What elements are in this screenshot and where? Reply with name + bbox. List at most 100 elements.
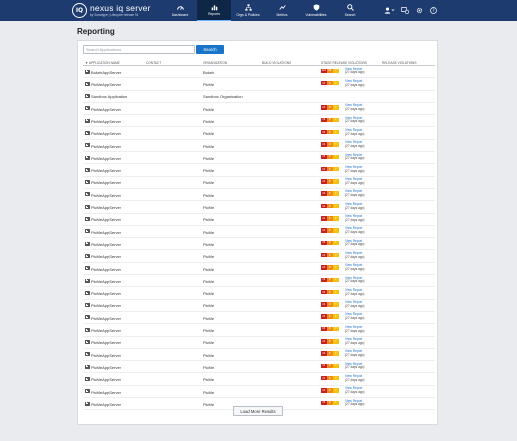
view-report-link[interactable]: View Report — [345, 312, 363, 317]
table-row[interactable]: PicMeAppServer PicMe 13 8 7 View Report (27 da… — [83, 115, 435, 128]
application-name[interactable]: PicMeAppServer — [91, 180, 122, 186]
application-name[interactable]: PicMeAppServer — [91, 192, 122, 198]
view-report-link[interactable]: View Report — [345, 373, 363, 378]
nav-search[interactable]: Search — [333, 0, 367, 21]
view-report-link[interactable]: View Report — [345, 386, 363, 391]
table-row[interactable]: PicMeAppServer PicMe 13 8 7 View Report (27 da… — [83, 164, 435, 177]
table-row[interactable]: PicMeAppServer PicMe 13 8 7 View Report (27 da… — [83, 263, 435, 276]
view-report-link[interactable]: View Report — [345, 361, 363, 366]
table-row[interactable]: PicMeAppServer PicMe 13 8 7 View Report (27 da… — [83, 275, 435, 288]
view-report-link[interactable]: View Report — [345, 164, 363, 169]
table-row[interactable]: PicMeAppServer PicMe 13 8 7 View Report (27 da… — [83, 337, 435, 349]
search-button[interactable]: Search — [196, 45, 224, 54]
application-name[interactable]: PicMeAppServer — [91, 229, 122, 235]
view-report-link[interactable]: View Report — [345, 66, 363, 71]
application-name[interactable]: PicMeAppServer — [91, 328, 122, 334]
table-row[interactable]: PicMeAppServer PicMe 13 8 7 View Report (27 da… — [83, 349, 435, 362]
nexus-logo[interactable]: IQ nexus iq server by Sonatype | Lifecyc… — [72, 2, 162, 19]
application-name[interactable]: PicMeAppServer — [91, 131, 122, 137]
application-name[interactable]: PicMeAppServer — [91, 241, 122, 247]
column-release-violations[interactable]: Release Violations — [382, 60, 417, 65]
application-name[interactable]: PicMeAppServer — [91, 315, 122, 321]
table-row[interactable]: PicMeAppServer PicMe 13 8 7 View Report (27 da… — [83, 189, 435, 202]
table-row[interactable]: PicMeAppServer PicMe 13 8 7 View Report (27 da… — [83, 324, 435, 337]
view-report-link[interactable]: View Report — [345, 238, 363, 243]
settings-button[interactable] — [412, 0, 426, 21]
nav-reports[interactable]: Reports — [197, 0, 231, 21]
column-build-violations[interactable]: Build Violations — [262, 60, 292, 65]
table-row[interactable]: PicMeAppServer PicMe 13 8 7 View Report (27 da… — [83, 177, 435, 189]
table-row[interactable]: PicMeAppServer PicMe 13 8 7 View Report (27 da… — [83, 300, 435, 312]
view-report-link[interactable]: View Report — [345, 201, 363, 206]
table-row[interactable]: PicMeAppServer PicMe 13 8 7 View Report (27 da… — [83, 214, 435, 226]
nav-metrics[interactable]: Metrics — [265, 0, 299, 21]
system-status-button[interactable] — [398, 0, 412, 21]
view-report-link[interactable]: View Report — [345, 300, 363, 305]
table-row[interactable]: PicMeAppServer PicMe 13 8 7 View Report (27 da… — [83, 226, 435, 239]
table-row[interactable]: PicMeAppServer PicMe 13 8 7 View Report (27 da… — [83, 140, 435, 153]
application-name[interactable]: PicMeAppServer — [91, 303, 122, 309]
application-name[interactable]: PicMeAppServer — [91, 291, 122, 297]
view-report-link[interactable]: View Report — [345, 103, 363, 108]
application-name[interactable]: PicMeAppServer — [91, 106, 122, 112]
application-name[interactable]: PicMeAppServer — [91, 143, 122, 149]
application-name[interactable]: PicMeAppServer — [91, 254, 122, 260]
application-name[interactable]: PicMeAppServer — [91, 401, 122, 407]
view-report-link[interactable]: View Report — [345, 115, 363, 120]
view-report-link[interactable]: View Report — [345, 226, 363, 231]
user-menu[interactable] — [380, 0, 398, 21]
view-report-link[interactable]: View Report — [345, 337, 363, 342]
search-input[interactable] — [83, 45, 195, 54]
table-row[interactable]: PicMeAppServer PicMe 13 8 7 View Report (27 da… — [83, 152, 435, 165]
application-name[interactable]: PicMeAppServer — [91, 364, 122, 370]
application-name[interactable]: PicMeAppServer — [91, 155, 122, 161]
table-row[interactable]: BokehAppServer Bokeh 124 28 7 View Report (27 … — [83, 66, 435, 79]
view-report-link[interactable]: View Report — [345, 263, 363, 268]
view-report-link[interactable]: View Report — [345, 250, 363, 255]
load-more-button[interactable]: Load More Results — [233, 406, 283, 416]
application-name[interactable]: PicMeAppServer — [91, 389, 122, 395]
application-name[interactable]: PicMeAppServer — [91, 377, 122, 383]
table-row[interactable]: PicMeAppServer PicMe 13 8 7 View Report (27 da… — [83, 250, 435, 263]
table-row[interactable]: PicMeAppServer PicMe 13 8 7 View Report (27 da… — [83, 127, 435, 140]
column-application-name[interactable]: ▼ Application Name — [85, 60, 120, 65]
table-row[interactable]: PicMeAppServer PicMe 13 8 7 View Report (27 da… — [83, 361, 435, 374]
column-stage-release-violations[interactable]: Stage Release Violations — [321, 60, 367, 65]
table-row[interactable]: Sandbox Application Sandbox Organization — [83, 91, 435, 103]
view-report-link[interactable]: View Report — [345, 398, 363, 403]
view-report-link[interactable]: View Report — [345, 189, 363, 194]
application-name[interactable]: BokehAppServer — [91, 69, 122, 75]
application-name[interactable]: PicMeAppServer — [91, 352, 122, 358]
application-name[interactable]: PicMeAppServer — [91, 278, 122, 284]
table-row[interactable]: PicMeAppServer PicMe 13 8 7 View Report (27 da… — [83, 386, 435, 399]
nav-dashboard[interactable]: Dashboard — [163, 0, 197, 21]
view-report-link[interactable]: View Report — [345, 275, 363, 280]
application-name[interactable]: PicMeAppServer — [91, 82, 122, 88]
application-name[interactable]: PicMeAppServer — [91, 168, 122, 174]
table-row[interactable]: PicMeAppServer PicMe 13 8 7 View Report (27 da… — [83, 312, 435, 325]
application-name[interactable]: PicMeAppServer — [91, 266, 122, 272]
column-contact[interactable]: Contact — [146, 60, 162, 65]
table-row[interactable]: PicMeAppServer PicMe 13 8 7 View Report (27 da… — [83, 78, 435, 91]
table-row[interactable]: PicMeAppServer PicMe 13 8 7 View Report (27 da… — [83, 373, 435, 386]
nav-vulnerabilities[interactable]: Vulnerabilities — [299, 0, 333, 21]
column-organization[interactable]: Organization — [203, 60, 228, 65]
application-name[interactable]: PicMeAppServer — [91, 340, 122, 346]
table-row[interactable]: PicMeAppServer PicMe 13 8 7 View Report (27 da… — [83, 201, 435, 214]
nav-orgs-policies[interactable]: Orgs & Policies — [231, 0, 265, 21]
view-report-link[interactable]: View Report — [345, 152, 363, 157]
view-report-link[interactable]: View Report — [345, 78, 363, 83]
table-row[interactable]: PicMeAppServer PicMe 13 8 7 View Report (27 da… — [83, 287, 435, 300]
view-report-link[interactable]: View Report — [345, 287, 363, 292]
application-name[interactable]: PicMeAppServer — [91, 205, 122, 211]
view-report-link[interactable]: View Report — [345, 349, 363, 354]
view-report-link[interactable]: View Report — [345, 214, 363, 219]
view-report-link[interactable]: View Report — [345, 140, 363, 145]
application-name[interactable]: PicMeAppServer — [91, 217, 122, 223]
view-report-link[interactable]: View Report — [345, 127, 363, 132]
table-row[interactable]: PicMeAppServer PicMe 13 8 7 View Report (27 da… — [83, 238, 435, 251]
application-name[interactable]: PicMeAppServer — [91, 118, 122, 124]
help-button[interactable]: ? — [426, 0, 440, 21]
application-name[interactable]: Sandbox Application — [91, 94, 128, 100]
view-report-link[interactable]: View Report — [345, 177, 363, 182]
